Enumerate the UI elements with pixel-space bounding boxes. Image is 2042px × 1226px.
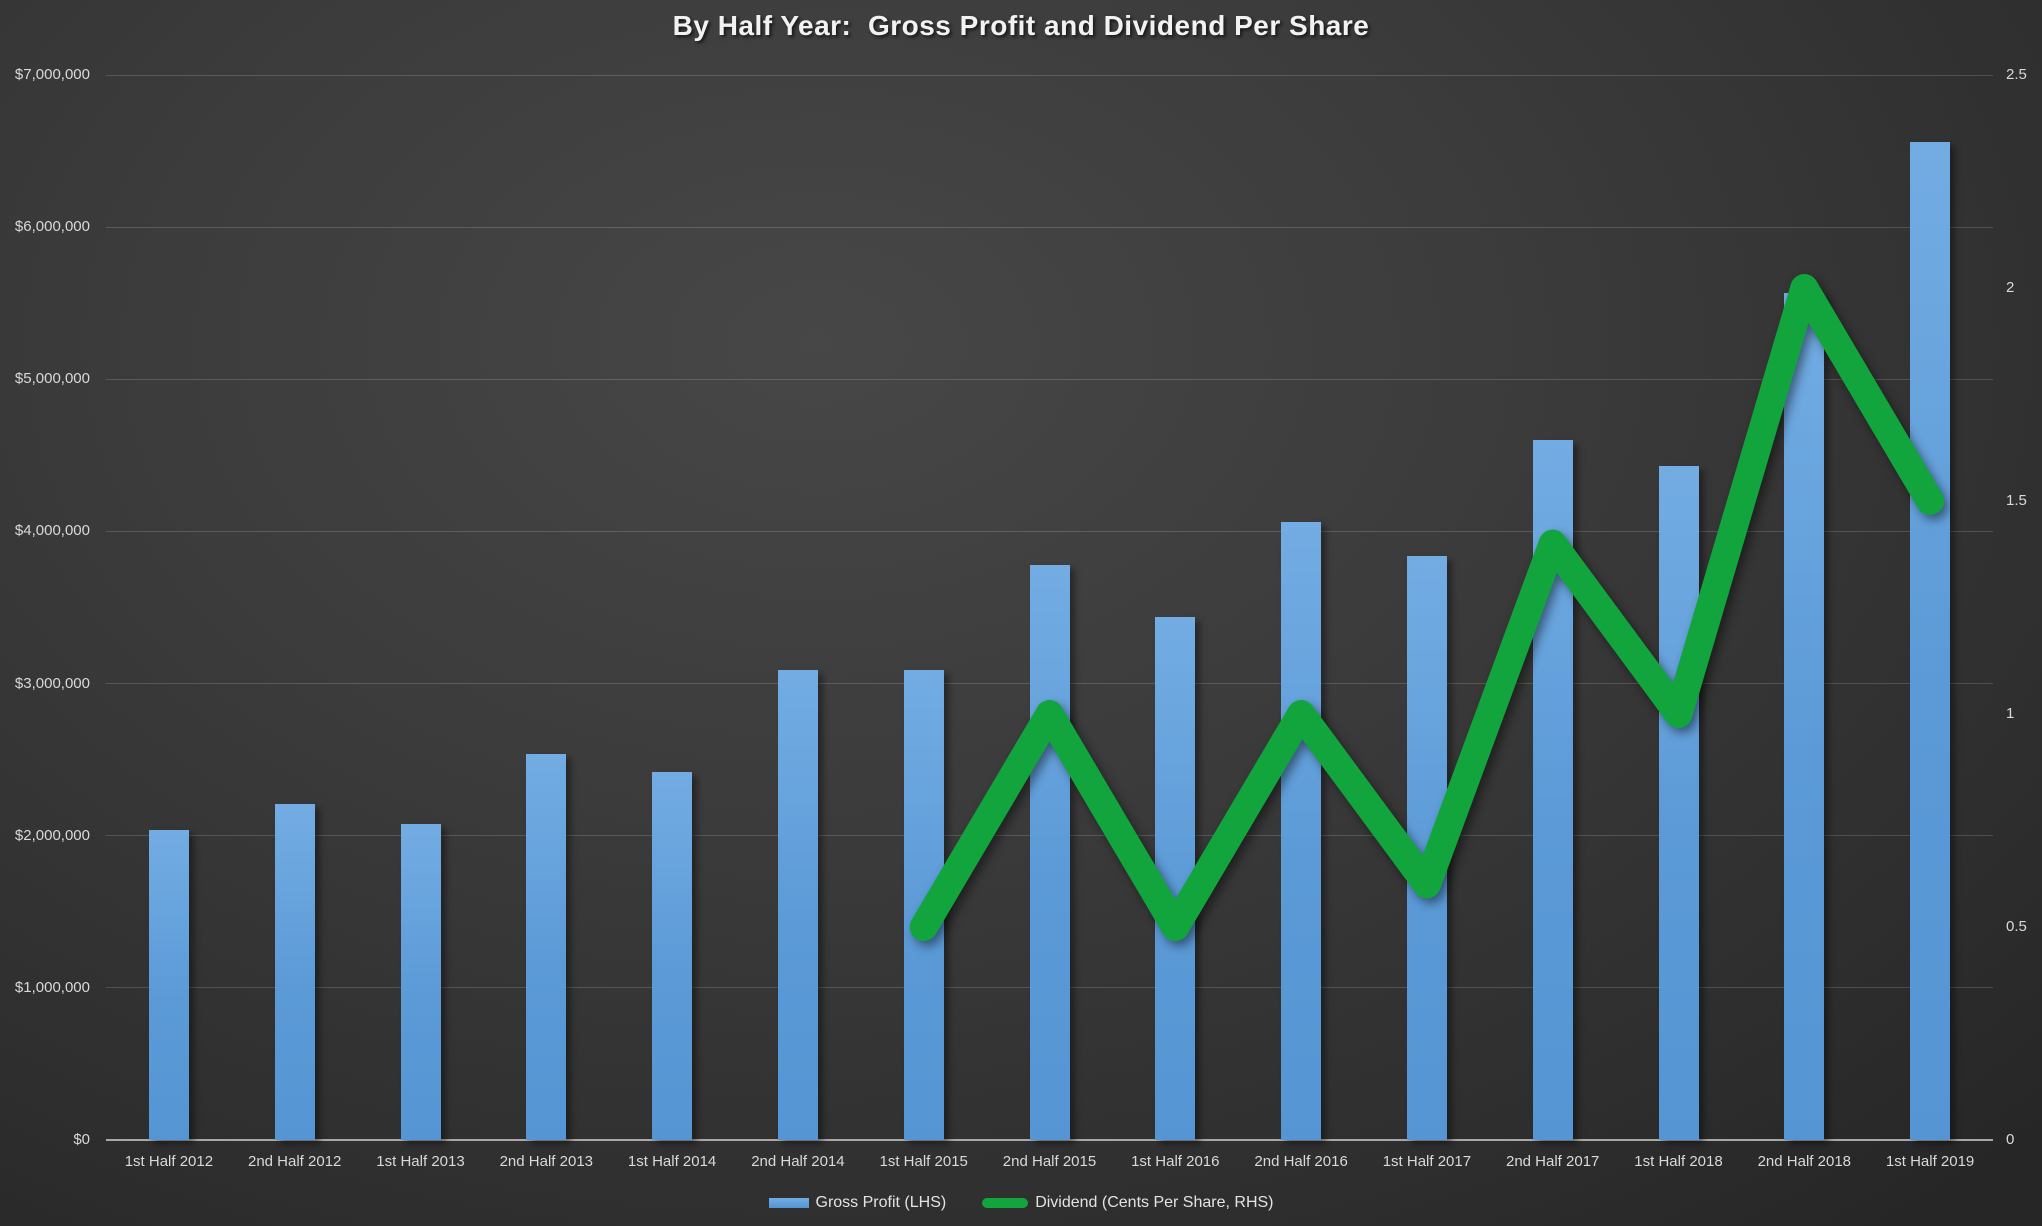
y-axis-tick-right: 1.5 — [2006, 492, 2027, 509]
y-axis-tick-left: $2,000,000 — [14, 826, 90, 844]
y-axis-tick-left: $1,000,000 — [14, 978, 90, 996]
bar-gross-profit[interactable] — [1281, 522, 1322, 1140]
legend-item-gross-profit[interactable]: Gross Profit (LHS) — [768, 1194, 947, 1212]
bar-gross-profit[interactable] — [148, 829, 189, 1140]
x-axis-label: 1st Half 2016 — [1131, 1153, 1220, 1170]
x-axis-label: 2nd Half 2015 — [1002, 1153, 1097, 1170]
legend-swatch-gross-profit-icon — [768, 1198, 809, 1208]
x-axis-label: 2nd Half 2016 — [1254, 1153, 1348, 1170]
gridline — [106, 378, 1993, 380]
x-axis-label: 1st Half 2018 — [1634, 1153, 1723, 1170]
x-axis-label: 1st Half 2013 — [376, 1153, 465, 1170]
legend-label-gross-profit: Gross Profit (LHS) — [815, 1194, 947, 1211]
bar-gross-profit[interactable] — [777, 669, 818, 1140]
x-axis-label: 2nd Half 2013 — [499, 1153, 593, 1170]
gridline — [106, 530, 1993, 532]
x-axis-label: 2nd Half 2012 — [247, 1153, 342, 1170]
bar-gross-profit[interactable] — [1029, 564, 1070, 1140]
y-axis-tick-right: 1 — [2006, 705, 2015, 722]
y-axis-tick-right: 0 — [2006, 1131, 2015, 1148]
legend: Gross Profit (LHS) Dividend (Cents Per S… — [0, 1190, 2042, 1216]
legend-swatch-dividend-icon — [982, 1198, 1029, 1208]
x-axis-label: 1st Half 2019 — [1885, 1153, 1975, 1170]
x-axis-label: 2nd Half 2017 — [1505, 1153, 1600, 1170]
bar-gross-profit[interactable] — [400, 823, 441, 1140]
x-axis-label: 2nd Half 2014 — [751, 1153, 845, 1170]
chart-title: By Half Year: Gross Profit and Dividend … — [672, 10, 1370, 41]
y-axis-tick-left: $0 — [73, 1131, 90, 1148]
y-axis-tick-left: $6,000,000 — [14, 218, 90, 236]
x-axis-label: 1st Half 2014 — [627, 1153, 717, 1170]
y-axis-tick-left: $4,000,000 — [14, 522, 90, 540]
legend-label-dividend: Dividend (Cents Per Share, RHS) — [1035, 1194, 1274, 1211]
bar-gross-profit[interactable] — [1910, 141, 1951, 1140]
x-axis-label: 2nd Half 2018 — [1757, 1153, 1851, 1170]
y-axis-tick-left: $3,000,000 — [14, 674, 90, 692]
gridline — [106, 226, 1993, 228]
x-axis-label: 1st Half 2012 — [124, 1153, 214, 1170]
bar-gross-profit[interactable] — [274, 803, 315, 1140]
y-axis-tick-right: 2.5 — [2006, 66, 2027, 83]
bar-gross-profit[interactable] — [526, 753, 567, 1140]
gridline — [106, 74, 1993, 76]
bar-gross-profit[interactable] — [652, 771, 693, 1140]
x-axis-line — [106, 1139, 1993, 1141]
dividend-line[interactable] — [909, 274, 1945, 941]
legend-item-dividend[interactable]: Dividend (Cents Per Share, RHS) — [982, 1194, 1274, 1212]
x-axis-label: 1st Half 2015 — [879, 1153, 968, 1170]
y-axis-tick-right: 2 — [2006, 279, 2015, 296]
y-axis-tick-left: $7,000,000 — [14, 66, 90, 83]
x-axis-label: 1st Half 2017 — [1382, 1153, 1472, 1170]
y-axis-tick-right: 0.5 — [2006, 918, 2027, 935]
bar-gross-profit[interactable] — [1658, 466, 1699, 1140]
y-axis-tick-left: $5,000,000 — [14, 370, 90, 388]
bar-gross-profit[interactable] — [1784, 292, 1825, 1140]
